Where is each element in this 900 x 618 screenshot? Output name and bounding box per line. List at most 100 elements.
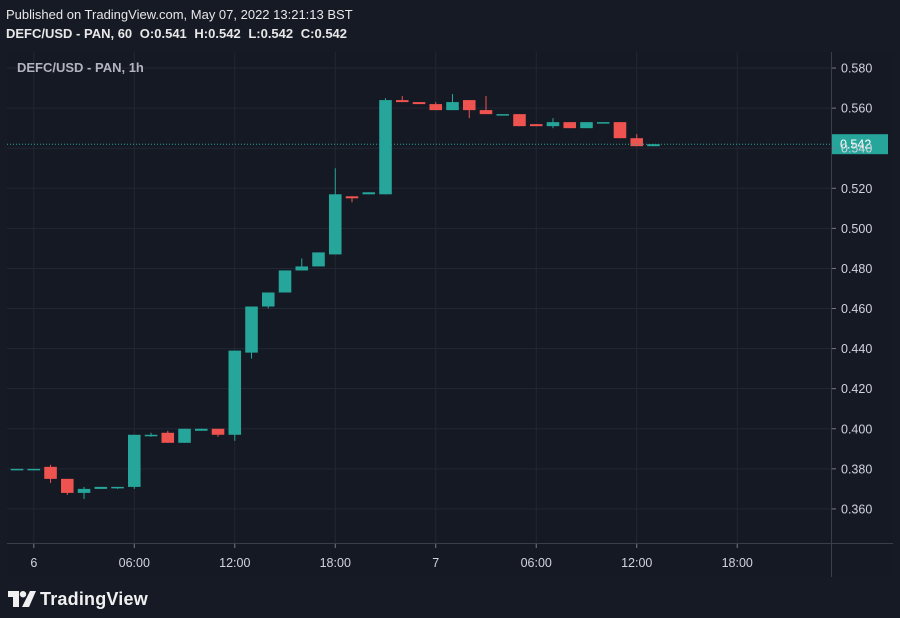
- candle-up: [178, 428, 191, 443]
- candle-down: [161, 430, 175, 443]
- candle-up: [194, 428, 208, 431]
- y-tick-label: 0.400: [841, 422, 872, 436]
- candle-down: [429, 102, 443, 111]
- candle-up: [295, 258, 309, 271]
- candle-up: [312, 252, 325, 267]
- x-tick-label: 12:00: [219, 556, 250, 570]
- y-tick-label: 0.480: [841, 262, 872, 276]
- x-tick-label: 18:00: [320, 556, 351, 570]
- brand-name: TradingView: [40, 588, 148, 609]
- candle-up: [596, 122, 610, 124]
- candle-body: [429, 104, 443, 111]
- candle-body: [312, 252, 325, 267]
- candle-body: [446, 102, 459, 111]
- y-tick-label: 0.440: [841, 342, 872, 356]
- candle-up: [261, 292, 275, 309]
- candle-up: [580, 122, 593, 129]
- candle-body: [546, 122, 560, 127]
- candle-up: [362, 192, 376, 195]
- chart-header: Published on TradingView.com, May 07, 20…: [6, 5, 353, 43]
- last-price-label: 0.542: [840, 138, 871, 152]
- candlestick-chart[interactable]: 0.542 0.580 0.560 0.540 0.520 0.500 0.480 0.46…: [7, 52, 893, 577]
- candle-body: [94, 486, 108, 489]
- candle-body: [362, 192, 376, 195]
- y-tick-label: 0.380: [841, 462, 872, 476]
- x-tick-label: 7: [432, 556, 439, 570]
- candle-body: [395, 100, 409, 103]
- candle-up: [27, 468, 41, 471]
- ohlc-line: DEFC/USD - PAN, 60 O:0.541 H:0.542 L:0.5…: [6, 24, 353, 43]
- candle-body: [412, 102, 426, 105]
- candle-body: [77, 488, 91, 493]
- x-tick-label: 18:00: [722, 556, 753, 570]
- candle-down: [44, 464, 57, 483]
- last-price-badge: [832, 134, 888, 155]
- candle-body: [647, 144, 660, 147]
- tradingview-logo[interactable]: TradingView: [8, 586, 148, 612]
- low-value: 0.542: [260, 26, 294, 41]
- open-label: O:: [139, 26, 155, 41]
- candle-up: [111, 486, 124, 489]
- candle-down: [412, 102, 426, 105]
- candle-up: [144, 432, 158, 437]
- candle-body: [496, 114, 510, 116]
- candle-up: [446, 94, 459, 111]
- chart-title: DEFC/USD - PAN, 1h: [17, 60, 144, 75]
- y-tick-label: 0.460: [841, 302, 872, 316]
- candle-body: [529, 124, 543, 127]
- symbol-label: DEFC/USD - PAN, 60: [6, 26, 133, 41]
- y-tick-label: 0.560: [841, 102, 872, 116]
- candle-body: [328, 194, 342, 255]
- candle-body: [563, 122, 577, 129]
- y-tick-label: 0.420: [841, 382, 872, 396]
- x-tick-label: 6: [30, 556, 37, 570]
- candle-down: [345, 196, 359, 203]
- candle-body: [194, 428, 208, 431]
- y-tick-label: 0.520: [841, 182, 872, 196]
- candle-body: [261, 292, 275, 307]
- candle-down: [563, 122, 577, 129]
- candle-body: [462, 100, 476, 111]
- x-tick-label: 12:00: [621, 556, 652, 570]
- y-tick-label: 0.500: [841, 222, 872, 236]
- chart-area[interactable]: 0.542 0.580 0.560 0.540 0.520 0.500 0.480 0.46…: [7, 52, 893, 577]
- candle-body: [128, 434, 141, 487]
- open-value: 0.541: [154, 26, 187, 41]
- candle-body: [161, 432, 175, 443]
- candle-body: [44, 466, 57, 479]
- tradingview-logo-icon: [8, 591, 36, 607]
- candle-body: [211, 428, 225, 435]
- candle-up: [278, 270, 292, 293]
- candle-up: [328, 168, 342, 255]
- candle-body: [178, 428, 191, 443]
- candle-body: [295, 266, 309, 271]
- candle-up: [496, 114, 510, 116]
- candle-body: [580, 122, 593, 129]
- close-label: C:: [300, 26, 315, 41]
- candle-up: [379, 98, 392, 195]
- candle-up: [647, 144, 660, 147]
- candle-down: [395, 96, 409, 103]
- x-tick-label: 06:00: [119, 556, 150, 570]
- y-tick-label: 0.360: [841, 502, 872, 516]
- candle-down: [61, 478, 74, 495]
- candle-up: [94, 486, 108, 489]
- candle-body: [10, 468, 24, 471]
- candle-down: [529, 124, 543, 127]
- y-tick-label: 0.580: [841, 62, 872, 76]
- candle-up: [77, 486, 91, 499]
- candle-body: [245, 306, 258, 353]
- candle-body: [379, 100, 392, 195]
- last-price-line: 0.542: [7, 134, 888, 155]
- candle-body: [345, 196, 359, 199]
- candle-body: [596, 122, 610, 124]
- high-value: 0.542: [208, 26, 241, 41]
- candle-down: [479, 96, 493, 115]
- candle-down: [462, 100, 476, 119]
- candle-up: [10, 468, 24, 471]
- candle-up: [128, 434, 141, 489]
- candle-up: [546, 118, 560, 129]
- candle-body: [228, 350, 242, 435]
- candle-body: [613, 122, 627, 139]
- candle-up: [228, 350, 242, 441]
